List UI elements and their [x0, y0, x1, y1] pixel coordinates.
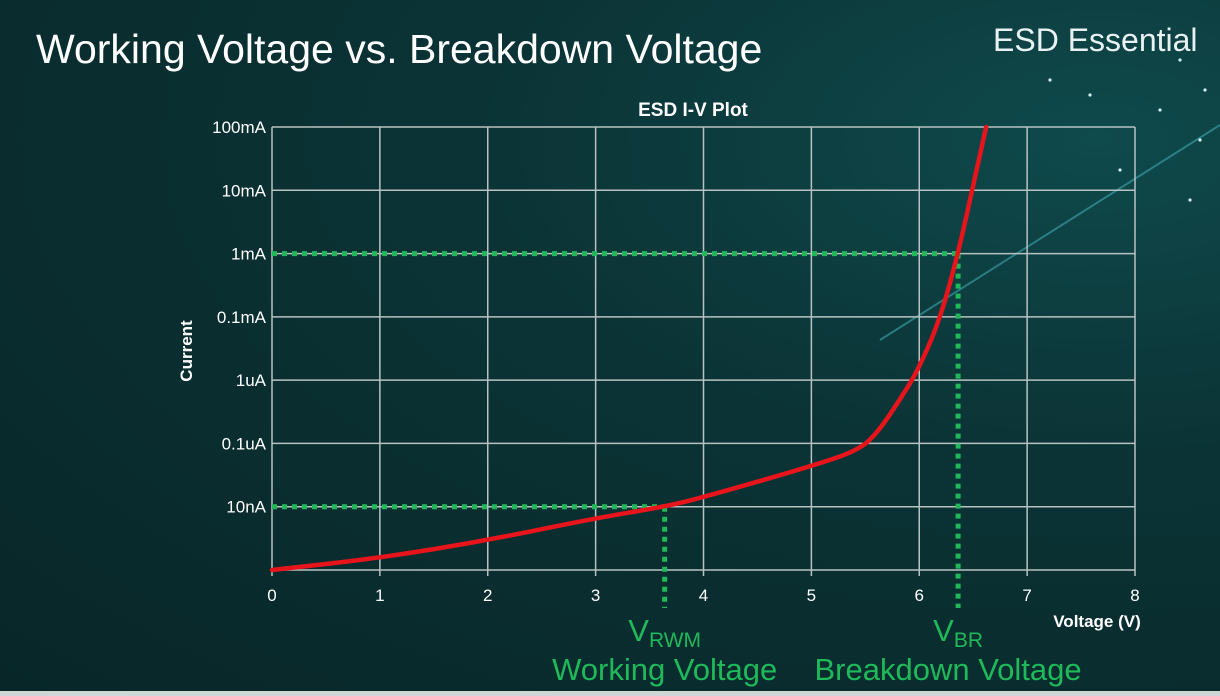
marker-symbol-v: V	[933, 613, 954, 648]
x-tick-label: 6	[915, 586, 924, 605]
x-tick-label: 5	[807, 586, 816, 605]
star-dot	[1088, 93, 1092, 97]
y-tick-label: 0.1uA	[222, 434, 267, 453]
y-tick-label: 10nA	[226, 498, 266, 517]
star-dot	[1188, 198, 1192, 202]
marker-symbol: VRWM	[628, 613, 701, 652]
star-dot	[1048, 78, 1052, 82]
y-tick-label: 1mA	[231, 245, 267, 264]
y-tick-label: 1uA	[236, 371, 267, 390]
marker-symbol-v: V	[628, 613, 649, 648]
iv-curve	[269, 124, 989, 573]
x-tick-label: 3	[591, 586, 600, 605]
star-dot	[1198, 138, 1202, 142]
y-axis-label: Current	[177, 320, 196, 382]
marker-subscript: RWM	[649, 629, 701, 652]
star-dot	[1118, 168, 1122, 172]
star-dot	[1178, 58, 1182, 62]
chart-title: ESD I-V Plot	[638, 100, 748, 121]
y-tick-label: 100mA	[212, 118, 267, 137]
brand-logo-text: ESD Essential	[993, 22, 1198, 58]
y-tick-label: 10mA	[222, 181, 267, 200]
marker-label: Breakdown Voltage	[815, 652, 1082, 687]
star-dot	[1203, 88, 1207, 92]
x-tick-label: 4	[699, 586, 708, 605]
star-dot	[1158, 108, 1162, 112]
x-tick-label: 2	[483, 586, 492, 605]
marker-symbol: VBR	[933, 613, 983, 652]
x-tick-label: 1	[375, 586, 384, 605]
bottom-bar	[0, 691, 1220, 696]
light-streak	[879, 124, 1220, 341]
x-tick-label: 7	[1022, 586, 1031, 605]
x-axis-label: Voltage (V)	[1053, 612, 1141, 631]
marker-label: Working Voltage	[552, 652, 777, 687]
y-tick-label: 0.1mA	[217, 308, 267, 327]
x-tick-label: 0	[267, 586, 276, 605]
x-tick-label: 8	[1130, 586, 1139, 605]
marker-subscript: BR	[954, 629, 983, 652]
decorative-streak	[879, 58, 1220, 341]
slide-title: Working Voltage vs. Breakdown Voltage	[36, 26, 763, 72]
